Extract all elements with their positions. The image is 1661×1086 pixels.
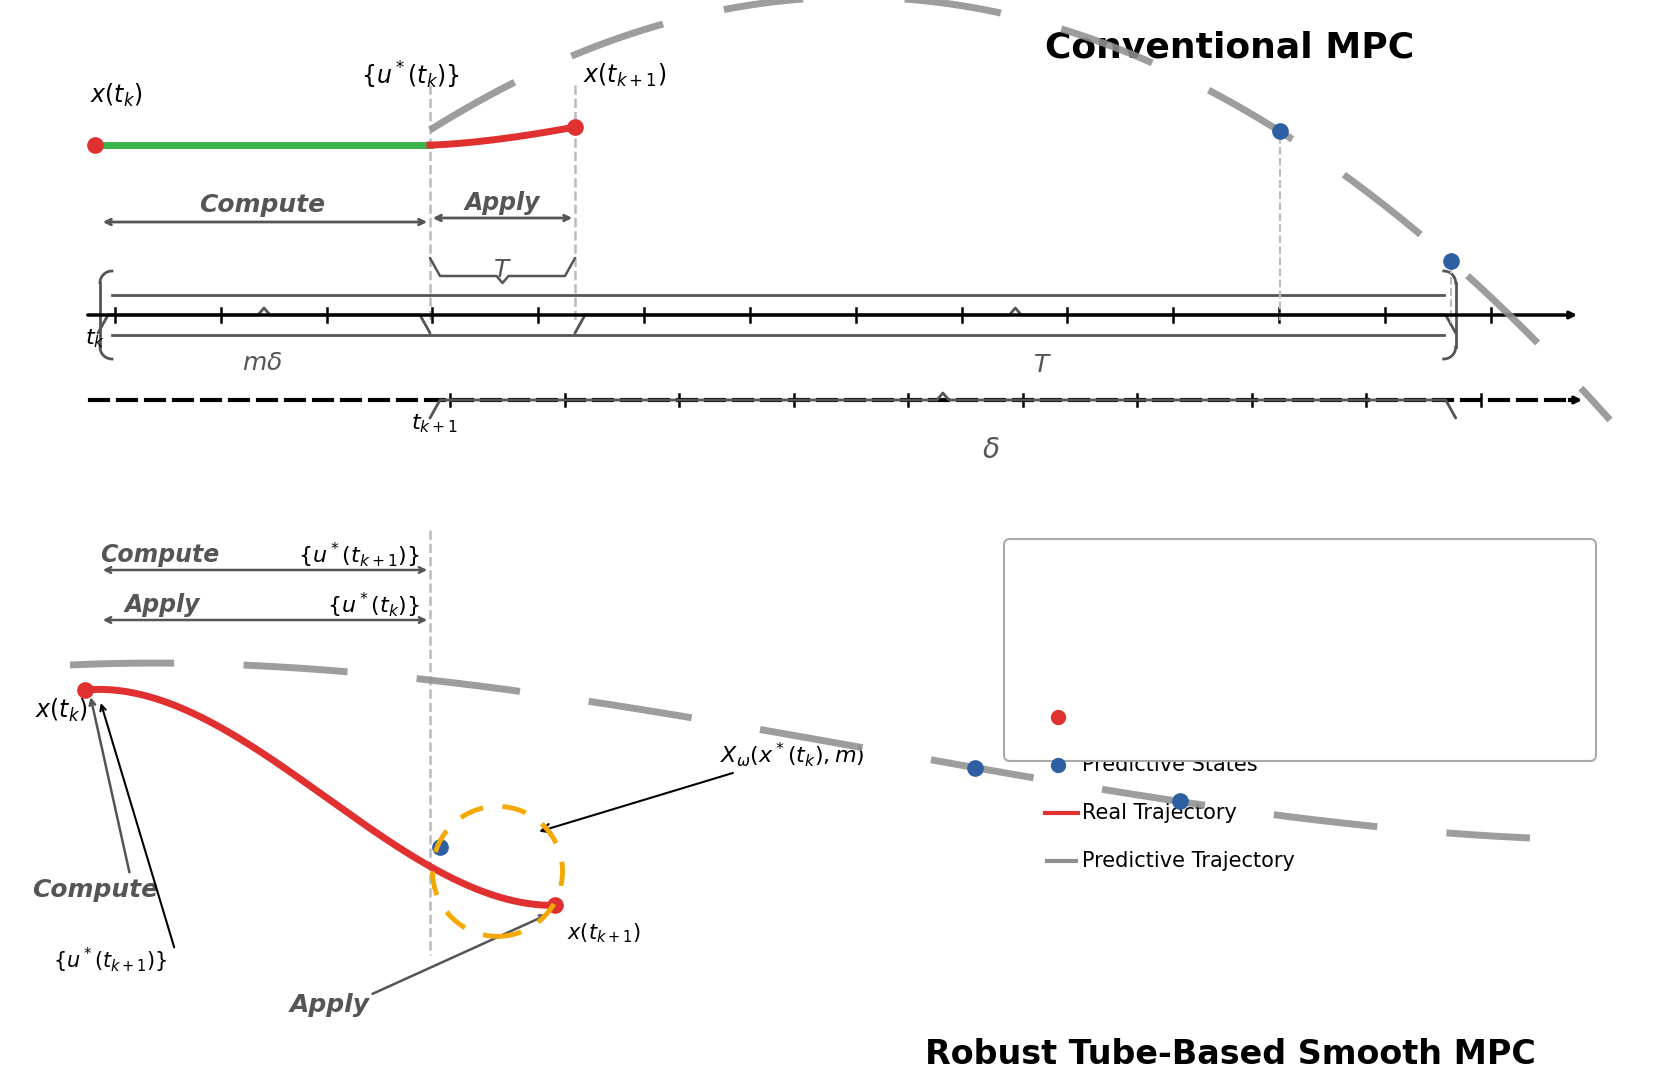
Text: $T$: $T$ xyxy=(493,258,512,282)
Text: $x(t_{k+1})$: $x(t_{k+1})$ xyxy=(566,922,641,945)
Text: $T$: $T$ xyxy=(1033,353,1053,377)
Text: Apply: Apply xyxy=(465,191,540,215)
Text: Predictive Trajectory: Predictive Trajectory xyxy=(1081,851,1296,871)
Text: Conventional MPC: Conventional MPC xyxy=(1045,31,1415,65)
Text: Compute: Compute xyxy=(32,877,158,902)
Text: $x(t_k)$: $x(t_k)$ xyxy=(90,81,143,109)
Text: $\{u^*(t_{k+1})\}$: $\{u^*(t_{k+1})\}$ xyxy=(53,946,168,974)
Text: $x(t_k)$: $x(t_k)$ xyxy=(35,696,88,723)
Text: $\{u^*(t_k)\}$: $\{u^*(t_k)\}$ xyxy=(327,591,420,620)
Text: Predictive States: Predictive States xyxy=(1081,755,1257,775)
Text: $m\delta$: $m\delta$ xyxy=(243,351,282,375)
Text: Apply: Apply xyxy=(291,993,370,1016)
Text: $\{u^*(t_k)\}$: $\{u^*(t_k)\}$ xyxy=(360,60,460,91)
Text: Compute: Compute xyxy=(100,543,219,567)
Text: Real States: Real States xyxy=(1081,707,1199,727)
Text: $\{u^*(t_{k+1})\}$: $\{u^*(t_{k+1})\}$ xyxy=(299,541,420,569)
Text: Robust Tube-Based Smooth MPC: Robust Tube-Based Smooth MPC xyxy=(925,1038,1535,1072)
Text: $t_{k+1}$: $t_{k+1}$ xyxy=(412,413,458,435)
FancyBboxPatch shape xyxy=(1003,539,1596,761)
Text: Real Trajectory: Real Trajectory xyxy=(1081,803,1237,823)
Text: Apply: Apply xyxy=(125,593,201,617)
Text: $\delta$: $\delta$ xyxy=(982,435,1000,464)
Text: $X_\omega(x^*(t_k),m)$: $X_\omega(x^*(t_k),m)$ xyxy=(541,741,865,833)
Text: Compute: Compute xyxy=(199,193,326,217)
Text: $x(t_{k+1})$: $x(t_{k+1})$ xyxy=(583,62,666,89)
Text: $t_k$: $t_k$ xyxy=(85,328,105,351)
